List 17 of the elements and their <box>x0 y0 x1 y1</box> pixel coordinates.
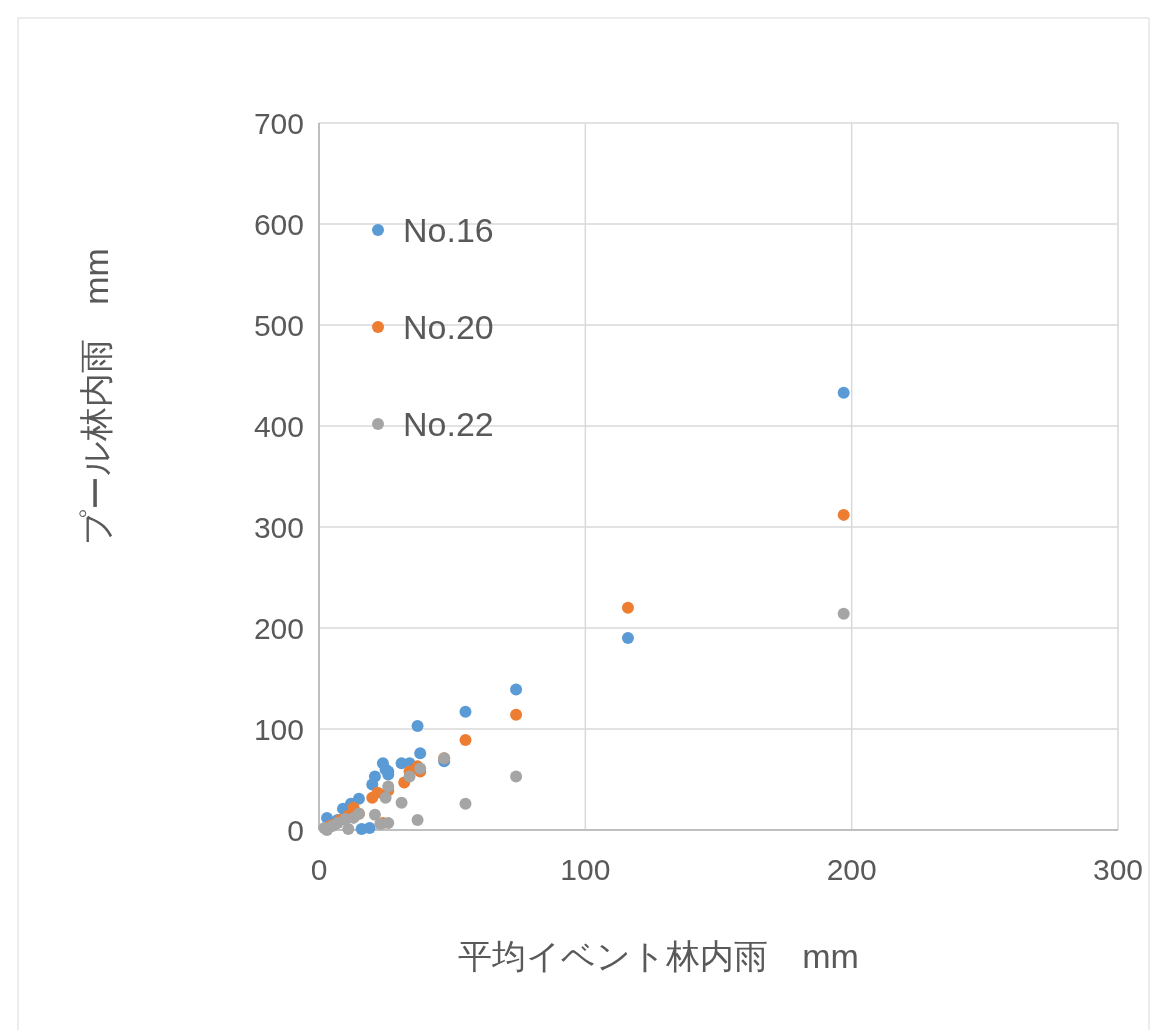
y-tick-label: 600 <box>253 207 304 241</box>
y-tick-label: 0 <box>287 813 304 847</box>
x-tick-label: 200 <box>826 853 877 886</box>
y-tick-label: 300 <box>253 510 304 544</box>
legend-label: No.16 <box>403 210 494 249</box>
y-tick-label: 200 <box>253 611 304 645</box>
y-axis-title: プール林内雨 mm <box>77 248 115 545</box>
x-tick-label: 0 <box>310 853 328 886</box>
y-tick-label: 500 <box>253 308 304 342</box>
x-tick-label: 100 <box>560 853 611 886</box>
y-tick-label: 400 <box>253 409 304 443</box>
x-axis-title: 平均イベント林内雨 mm <box>458 937 859 975</box>
y-tick-label: 100 <box>253 712 304 746</box>
y-tick-label: 700 <box>253 106 304 140</box>
x-tick-label: 300 <box>1092 853 1144 886</box>
legend-label: No.20 <box>403 307 494 346</box>
legend-label: No.22 <box>403 404 494 443</box>
